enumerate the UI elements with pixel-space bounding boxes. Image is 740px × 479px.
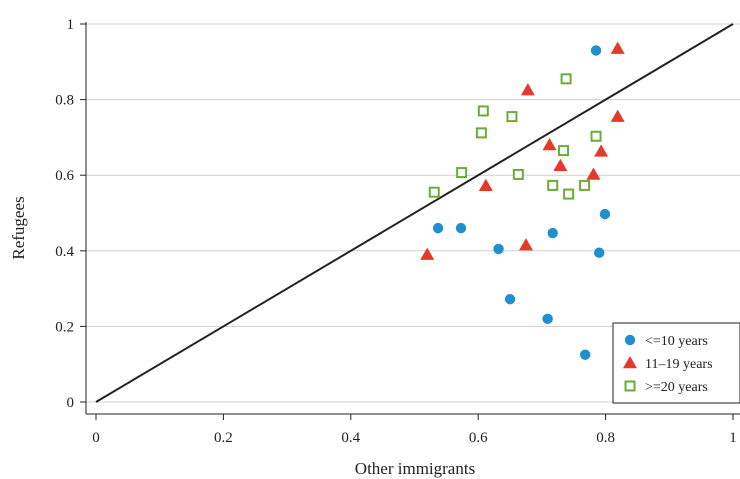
legend-label: 11–19 years <box>645 357 713 372</box>
legend-circle-marker <box>624 334 636 346</box>
circle-point <box>594 247 605 258</box>
data-points <box>420 41 625 360</box>
square-point <box>506 111 518 123</box>
square-point <box>563 188 575 200</box>
legend-label: <=10 years <box>645 334 708 349</box>
y-tick-label: 0.2 <box>55 319 74 335</box>
triangle-point <box>586 167 601 180</box>
triangle-point <box>610 41 625 54</box>
circle-point <box>599 208 611 220</box>
square-point <box>590 130 602 142</box>
x-tick-label: 1 <box>729 430 737 446</box>
x-tick-label: 0 <box>92 430 100 446</box>
square-point <box>547 179 559 191</box>
square-point <box>475 127 487 139</box>
circle-point <box>455 222 467 234</box>
x-tick-label: 0.6 <box>469 430 488 446</box>
triangle-point <box>518 238 533 251</box>
square-point <box>512 168 524 180</box>
axes: 0 0.2 0.4 0.6 0.8 1 0 0.2 0.4 0.6 0.8 1 <box>55 17 740 446</box>
x-tick-label: 0.4 <box>341 430 360 446</box>
x-tick-label: 0.2 <box>214 430 233 446</box>
triangle-point <box>610 109 625 122</box>
triangle-point <box>594 144 609 157</box>
legend-label: >=20 years <box>645 380 708 395</box>
circle-point <box>580 349 591 360</box>
reference-line <box>95 23 734 403</box>
triangle-point <box>420 247 435 260</box>
square-point <box>456 167 468 179</box>
circle-point <box>547 227 558 239</box>
circle-point <box>590 45 602 56</box>
triangle-point <box>553 158 568 171</box>
square-point <box>428 186 440 198</box>
circle-point <box>504 293 516 305</box>
legend-triangle-marker <box>623 356 637 369</box>
legend-square-marker <box>624 380 636 392</box>
reference-line-group <box>95 23 734 403</box>
triangle-point <box>520 83 535 96</box>
legend: <=10 years 11–19 years >=20 years <box>612 322 740 404</box>
circle-point <box>493 243 504 255</box>
square-point <box>477 105 489 117</box>
triangle-point <box>542 137 557 151</box>
circle-point <box>432 222 444 234</box>
x-tick-label: 0.8 <box>596 430 615 446</box>
y-tick-label: 0 <box>67 395 75 411</box>
square-point <box>579 179 591 191</box>
y-tick-label: 1 <box>67 17 75 33</box>
square-point <box>560 73 572 85</box>
y-tick-label: 0.4 <box>55 244 74 260</box>
y-tick-label: 0.8 <box>55 93 74 109</box>
y-axis-label: Refugees <box>9 196 28 259</box>
circle-point <box>542 313 553 325</box>
square-point <box>558 145 570 157</box>
triangle-point <box>478 178 493 192</box>
y-tick-label: 0.6 <box>55 168 74 184</box>
x-axis-label: Other immigrants <box>355 459 475 478</box>
